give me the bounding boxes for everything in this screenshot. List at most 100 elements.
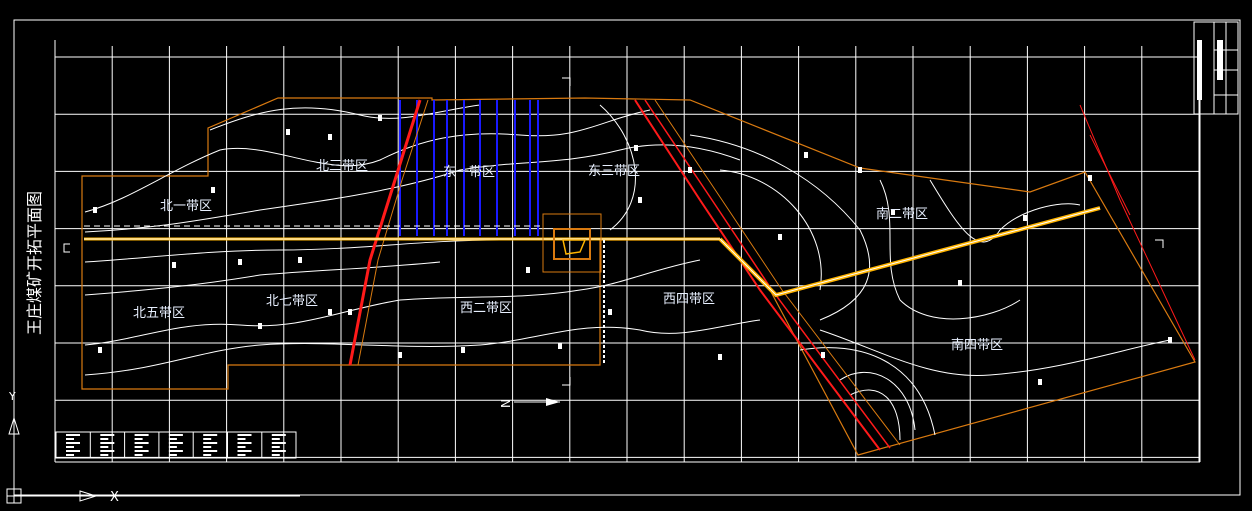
- survey-point: [778, 234, 782, 240]
- legend-entry: [134, 454, 143, 456]
- survey-point: [286, 129, 290, 135]
- fault-lines: [348, 99, 1196, 451]
- survey-point: [608, 309, 612, 315]
- legend-entry: [203, 454, 212, 456]
- legend-entry: [271, 438, 280, 440]
- zone-label: 西四带区: [663, 292, 715, 307]
- legend-entry: [203, 450, 218, 452]
- survey-point: [98, 347, 102, 353]
- legend-entry: [134, 434, 149, 436]
- zone-label: 北五带区: [133, 306, 185, 321]
- legend-entry: [271, 446, 280, 448]
- legend-entry: [168, 442, 183, 444]
- survey-point: [461, 347, 465, 353]
- legend-entry: [237, 450, 252, 452]
- legend-entry: [168, 434, 183, 436]
- corner-marks: [63, 77, 1164, 386]
- legend-entry: [271, 434, 286, 436]
- zone-label: 北七带区: [266, 294, 318, 309]
- zone-label: 南四带区: [951, 337, 1003, 353]
- longwall-workings: [399, 100, 539, 236]
- mine-boundary: [81, 97, 1196, 456]
- survey-point: [526, 267, 530, 273]
- legend-entry: [66, 454, 74, 456]
- legend-entry: [66, 434, 80, 436]
- ucs-y-label: Y: [8, 390, 16, 403]
- survey-point: [211, 187, 215, 193]
- legend-entry: [100, 446, 109, 448]
- legend-entry: [134, 438, 143, 440]
- legend-entry: [203, 442, 218, 444]
- legend-entry: [66, 446, 74, 448]
- survey-point: [298, 257, 302, 263]
- main-roadways: [84, 206, 1101, 365]
- legend-entry: [271, 450, 286, 452]
- zone-label: 东一带区: [443, 165, 495, 180]
- zone-label: 东三带区: [588, 164, 640, 179]
- ucs-icon[interactable]: Y X: [6, 390, 300, 505]
- legend-entry: [100, 438, 109, 440]
- legend-entry: [134, 442, 149, 444]
- survey-point: [1038, 379, 1042, 385]
- ucs-x-label: X: [110, 490, 119, 505]
- survey-point: [1088, 175, 1092, 181]
- shaft-yard: [542, 213, 602, 273]
- legend-entry: [168, 450, 183, 452]
- survey-point: [958, 280, 962, 286]
- legend-entry: [237, 434, 252, 436]
- zone-label: 北三带区: [316, 159, 368, 174]
- legend-entry: [203, 446, 212, 448]
- title-block: [1193, 21, 1239, 115]
- north-arrow: N: [499, 398, 560, 408]
- survey-point: [328, 134, 332, 140]
- survey-point: [688, 167, 692, 173]
- zone-labels: 北一带区 北三带区 东一带区 东三带区 南二带区 北五带区 北七带区 西二带区 …: [133, 159, 1003, 353]
- legend-entry: [271, 454, 280, 456]
- legend-entry: [134, 446, 143, 448]
- legend-entry: [237, 442, 252, 444]
- legend-entry: [100, 450, 115, 452]
- legend-entry: [203, 438, 212, 440]
- survey-point: [821, 352, 825, 358]
- legend-entry: [100, 434, 115, 436]
- survey-point: [398, 352, 402, 358]
- survey-point: [858, 167, 862, 173]
- north-label: N: [499, 399, 513, 408]
- survey-point: [238, 259, 242, 265]
- legend-entry: [237, 454, 246, 456]
- legend-entry: [237, 446, 246, 448]
- legend-entry: [134, 450, 149, 452]
- legend-entry: [168, 454, 177, 456]
- survey-point: [1168, 337, 1172, 343]
- contour-lines: [84, 104, 1171, 441]
- zone-label: 南二带区: [876, 206, 928, 222]
- legend-entry: [66, 450, 80, 452]
- legend-entry: [271, 442, 286, 444]
- legend-entry: [168, 446, 177, 448]
- survey-point: [328, 309, 332, 315]
- survey-point: [891, 209, 895, 215]
- survey-point: [172, 262, 176, 268]
- zone-label: 北一带区: [160, 199, 212, 214]
- zone-label: 西二带区: [460, 301, 512, 316]
- legend-entry: [203, 434, 218, 436]
- legend-entry: [100, 442, 115, 444]
- legend-entry: [66, 442, 80, 444]
- legend-entry: [168, 438, 177, 440]
- legend-entry: [66, 438, 74, 440]
- survey-points: [93, 115, 1172, 385]
- survey-point: [558, 343, 562, 349]
- survey-point: [634, 145, 638, 151]
- legend-entry: [100, 454, 109, 456]
- survey-point: [348, 309, 352, 315]
- survey-point: [638, 197, 642, 203]
- survey-point: [258, 323, 262, 329]
- legend-entry: [237, 438, 246, 440]
- survey-point: [718, 354, 722, 360]
- drawing-title: 王庄煤矿开拓平面图: [25, 191, 44, 335]
- survey-point: [1023, 215, 1027, 221]
- legend-table: [55, 431, 297, 459]
- survey-point: [93, 207, 97, 213]
- coordinate-grid: [54, 46, 1200, 462]
